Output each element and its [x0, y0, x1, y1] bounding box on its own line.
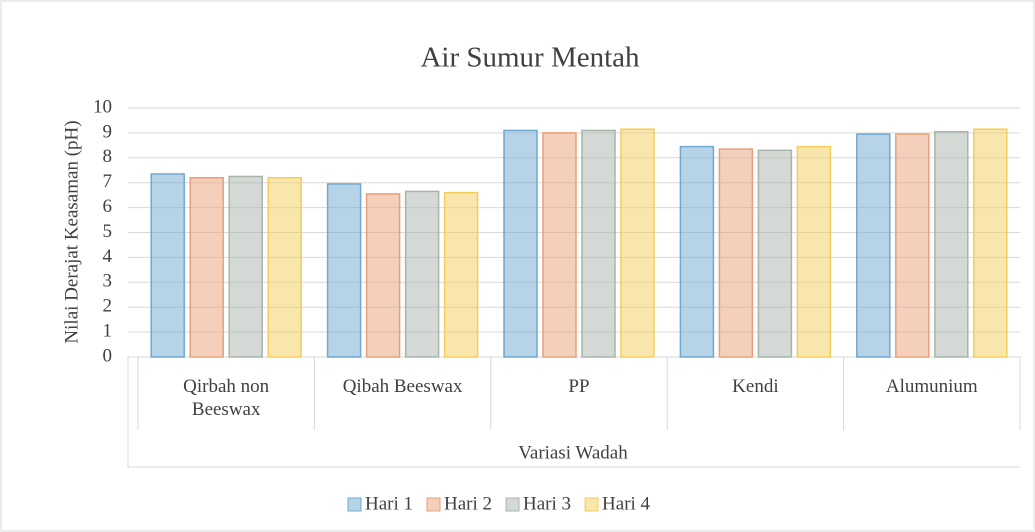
- y-tick-label: 10: [93, 96, 112, 117]
- legend-label: Hari 1: [365, 493, 413, 514]
- bar: [503, 129, 538, 358]
- bar: [620, 128, 655, 358]
- x-tick-label: Alumunium: [885, 376, 978, 397]
- legend-swatch: [426, 497, 441, 512]
- y-tick-label: 7: [103, 171, 113, 192]
- bar: [228, 175, 263, 358]
- legend-swatch: [347, 497, 362, 512]
- bar: [326, 183, 362, 358]
- x-tick-label: Qibah Beeswax: [342, 376, 463, 397]
- y-tick-label: 0: [103, 345, 113, 366]
- y-tick-label: 8: [103, 146, 113, 167]
- chart-title: Air Sumur Mentah: [420, 42, 640, 74]
- y-axis-label: Nilai Derajat Keasaman (pH): [61, 120, 82, 343]
- y-tick-label: 6: [103, 196, 113, 217]
- bar: [973, 128, 1008, 358]
- bar: [443, 191, 479, 358]
- bar: [718, 148, 754, 358]
- bar: [267, 176, 302, 358]
- y-tick-label: 5: [103, 221, 113, 242]
- legend-swatch: [584, 497, 599, 512]
- bar: [934, 130, 969, 358]
- legend-label: Hari 3: [523, 493, 571, 514]
- y-tick-label: 1: [103, 320, 113, 341]
- x-tick-label: Kendi: [732, 376, 779, 397]
- legend-label: Hari 2: [444, 493, 492, 514]
- x-tick-label: PP: [568, 376, 590, 397]
- y-tick-label: 9: [103, 121, 113, 142]
- bar: [757, 149, 793, 358]
- y-tick-label: 4: [103, 246, 113, 267]
- legend-swatch: [505, 497, 520, 512]
- y-tick-label: 3: [103, 271, 113, 292]
- bar: [542, 132, 577, 358]
- legend-label: Hari 4: [602, 493, 651, 514]
- bar: [150, 173, 185, 358]
- bar: [365, 193, 401, 358]
- bar: [679, 145, 715, 358]
- bar: [895, 133, 930, 358]
- x-axis-label: Variasi Wadah: [518, 442, 628, 463]
- y-tick-label: 2: [103, 296, 113, 317]
- bar: [404, 190, 440, 358]
- x-tick-label: Qirbah non Beeswax: [183, 376, 270, 420]
- bar: [856, 133, 891, 358]
- bar: [796, 145, 832, 358]
- bar: [189, 176, 224, 358]
- bar: [581, 129, 616, 358]
